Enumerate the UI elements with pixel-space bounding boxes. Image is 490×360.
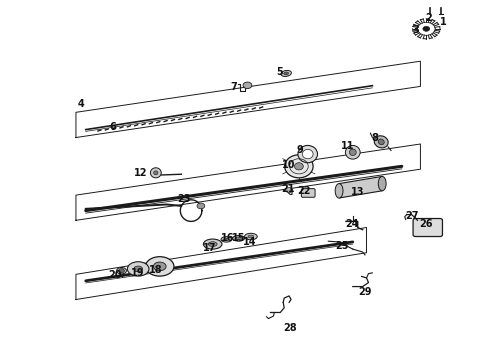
Text: 8: 8 (371, 133, 378, 143)
Ellipse shape (294, 163, 303, 170)
Ellipse shape (117, 267, 126, 274)
Ellipse shape (203, 239, 222, 249)
Ellipse shape (248, 235, 254, 238)
Text: 7: 7 (231, 82, 238, 92)
Text: 23: 23 (177, 194, 191, 204)
Ellipse shape (154, 171, 158, 175)
Text: 5: 5 (276, 67, 283, 77)
Ellipse shape (281, 71, 292, 76)
Text: 28: 28 (283, 323, 297, 333)
Ellipse shape (208, 242, 217, 247)
Text: 16: 16 (220, 233, 234, 243)
Text: 17: 17 (203, 243, 217, 253)
Polygon shape (339, 176, 382, 198)
FancyBboxPatch shape (413, 219, 442, 237)
Text: 15: 15 (232, 233, 246, 243)
Text: 9: 9 (296, 145, 303, 156)
Ellipse shape (349, 149, 356, 156)
Circle shape (286, 188, 293, 193)
Circle shape (197, 203, 205, 209)
Ellipse shape (298, 145, 318, 163)
Ellipse shape (221, 237, 232, 242)
Text: 4: 4 (77, 99, 84, 109)
Text: 22: 22 (297, 186, 311, 196)
Ellipse shape (224, 238, 229, 240)
Ellipse shape (284, 72, 289, 75)
Text: 14: 14 (243, 237, 257, 247)
Ellipse shape (378, 176, 386, 191)
Ellipse shape (153, 262, 166, 271)
Circle shape (243, 82, 252, 89)
Text: 13: 13 (351, 186, 365, 197)
Ellipse shape (285, 155, 313, 178)
Ellipse shape (233, 235, 245, 241)
Ellipse shape (146, 257, 174, 276)
Ellipse shape (302, 149, 313, 159)
Ellipse shape (150, 168, 161, 178)
Ellipse shape (245, 233, 257, 240)
Ellipse shape (335, 184, 343, 198)
Text: 21: 21 (281, 184, 295, 194)
Circle shape (423, 26, 430, 31)
Ellipse shape (374, 136, 388, 148)
Text: 27: 27 (405, 211, 418, 221)
Ellipse shape (134, 266, 143, 272)
Text: 10: 10 (282, 160, 296, 170)
Ellipse shape (378, 139, 384, 145)
Text: 19: 19 (130, 268, 144, 278)
Text: 24: 24 (345, 219, 359, 229)
Text: 6: 6 (109, 122, 116, 132)
Text: 2: 2 (425, 13, 432, 23)
Text: 26: 26 (419, 219, 433, 229)
Text: 12: 12 (134, 168, 148, 178)
Text: 11: 11 (341, 141, 355, 151)
Text: 18: 18 (149, 265, 163, 275)
Text: 1: 1 (440, 17, 447, 27)
Text: 20: 20 (108, 270, 122, 280)
Text: 3: 3 (412, 24, 419, 35)
Ellipse shape (345, 145, 360, 159)
Circle shape (119, 269, 124, 273)
FancyBboxPatch shape (301, 189, 315, 197)
Ellipse shape (236, 237, 241, 240)
Text: 29: 29 (358, 287, 371, 297)
Text: 25: 25 (335, 240, 349, 251)
Ellipse shape (127, 262, 149, 276)
